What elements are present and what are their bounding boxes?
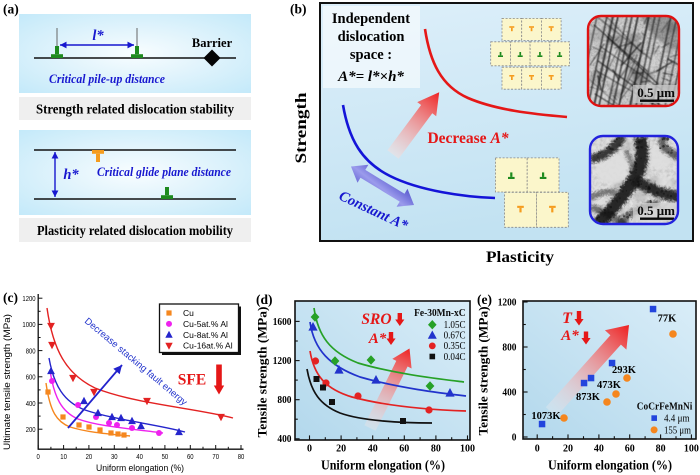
svg-text:100: 100 <box>460 444 475 455</box>
svg-text:T: T <box>562 310 573 327</box>
svg-text:Independent: Independent <box>332 11 410 27</box>
svg-text:0: 0 <box>37 452 40 461</box>
svg-text:4.4 μm: 4.4 μm <box>664 413 690 424</box>
svg-text:Ultimate tensile strength (MPa: Ultimate tensile strength (MPa) <box>2 314 13 450</box>
svg-text:80: 80 <box>238 452 245 461</box>
svg-text:873K: 873K <box>576 392 601 403</box>
svg-text:10: 10 <box>60 452 67 461</box>
svg-text:400: 400 <box>277 434 291 445</box>
svg-text:Critical glide plane distance: Critical glide plane distance <box>97 165 231 179</box>
svg-text:200: 200 <box>26 425 36 434</box>
svg-text:Cu-16at.% Al: Cu-16at.% Al <box>183 341 233 351</box>
svg-text:155 μm: 155 μm <box>664 426 691 437</box>
svg-text:SFE: SFE <box>178 372 206 389</box>
svg-text:40: 40 <box>368 444 378 455</box>
svg-text:1600: 1600 <box>273 317 292 328</box>
svg-text:1.05C: 1.05C <box>444 320 466 331</box>
svg-text:A*= l*×h*: A*= l*×h* <box>337 69 404 85</box>
svg-text:space :: space : <box>350 47 392 63</box>
svg-text:Decrease A*: Decrease A* <box>427 130 508 147</box>
svg-text:Cu: Cu <box>183 308 194 318</box>
svg-text:1200: 1200 <box>273 356 292 367</box>
svg-text:0.5 μm: 0.5 μm <box>637 85 675 100</box>
svg-text:Tensile strength (MPa): Tensile strength (MPa) <box>476 307 491 436</box>
svg-text:800: 800 <box>26 346 36 355</box>
svg-text:400: 400 <box>502 387 516 398</box>
svg-text:Plasticity: Plasticity <box>486 249 554 266</box>
svg-text:Critical pile-up distance: Critical pile-up distance <box>49 72 165 86</box>
svg-text:Barrier: Barrier <box>192 36 233 50</box>
svg-text:20: 20 <box>336 444 346 455</box>
svg-text:Plasticity related dislocation: Plasticity related dislocation mobility <box>37 223 233 238</box>
svg-text:1000: 1000 <box>22 320 35 329</box>
svg-text:Strength related dislocation s: Strength related dislocation stability <box>36 102 234 117</box>
svg-text:Uniform elongation (%): Uniform elongation (%) <box>96 463 184 474</box>
svg-text:(e): (e) <box>477 292 492 307</box>
svg-text:Fe-30Mn-xC: Fe-30Mn-xC <box>414 307 466 319</box>
svg-text:100: 100 <box>684 444 699 455</box>
svg-text:1200: 1200 <box>22 294 35 303</box>
svg-text:40: 40 <box>594 444 604 455</box>
svg-text:80: 80 <box>656 444 666 455</box>
svg-text:30: 30 <box>111 452 118 461</box>
svg-text:50: 50 <box>162 452 169 461</box>
svg-text:l*: l* <box>92 28 104 44</box>
svg-text:Cu-5at.% Al: Cu-5at.% Al <box>183 319 228 329</box>
svg-text:1200: 1200 <box>498 297 517 308</box>
svg-text:(a): (a) <box>3 2 19 17</box>
svg-text:20: 20 <box>563 444 573 455</box>
svg-text:A*: A* <box>560 328 579 344</box>
svg-text:0.5 μm: 0.5 μm <box>637 203 675 218</box>
svg-text:h*: h* <box>63 167 79 183</box>
svg-text:800: 800 <box>277 395 291 406</box>
svg-text:400: 400 <box>26 399 36 408</box>
svg-text:60: 60 <box>187 452 194 461</box>
svg-text:Strength: Strength <box>293 92 310 163</box>
svg-text:Cu-8at.% Al: Cu-8at.% Al <box>183 330 228 340</box>
svg-text:40: 40 <box>136 452 143 461</box>
svg-text:0: 0 <box>535 444 540 455</box>
svg-text:473K: 473K <box>597 380 622 391</box>
svg-text:0.35C: 0.35C <box>444 341 466 352</box>
svg-text:60: 60 <box>399 444 409 455</box>
svg-text:SRO: SRO <box>361 311 391 328</box>
svg-text:80: 80 <box>431 444 441 455</box>
svg-text:293K: 293K <box>612 365 637 376</box>
svg-text:dislocation: dislocation <box>338 29 405 45</box>
svg-text:Uniform elongation (%): Uniform elongation (%) <box>321 459 445 474</box>
svg-text:800: 800 <box>502 342 516 353</box>
svg-text:Uniform elongation (%): Uniform elongation (%) <box>548 459 672 474</box>
svg-text:A*: A* <box>368 331 387 347</box>
svg-text:60: 60 <box>625 444 635 455</box>
svg-text:Tensile strength (MPa): Tensile strength (MPa) <box>255 307 270 438</box>
svg-text:70: 70 <box>212 452 219 461</box>
svg-text:0.04C: 0.04C <box>444 352 466 363</box>
svg-text:(d): (d) <box>256 292 273 307</box>
svg-text:77K: 77K <box>658 314 678 325</box>
svg-text:0.67C: 0.67C <box>444 331 466 342</box>
svg-text:(c): (c) <box>3 290 18 305</box>
svg-text:0: 0 <box>307 444 312 455</box>
svg-text:20: 20 <box>86 452 93 461</box>
svg-text:(b): (b) <box>290 2 307 17</box>
svg-text:600: 600 <box>26 373 36 382</box>
svg-text:0: 0 <box>512 432 517 443</box>
svg-text:CoCrFeMnNi: CoCrFeMnNi <box>637 401 693 413</box>
svg-text:1073K: 1073K <box>531 411 561 422</box>
